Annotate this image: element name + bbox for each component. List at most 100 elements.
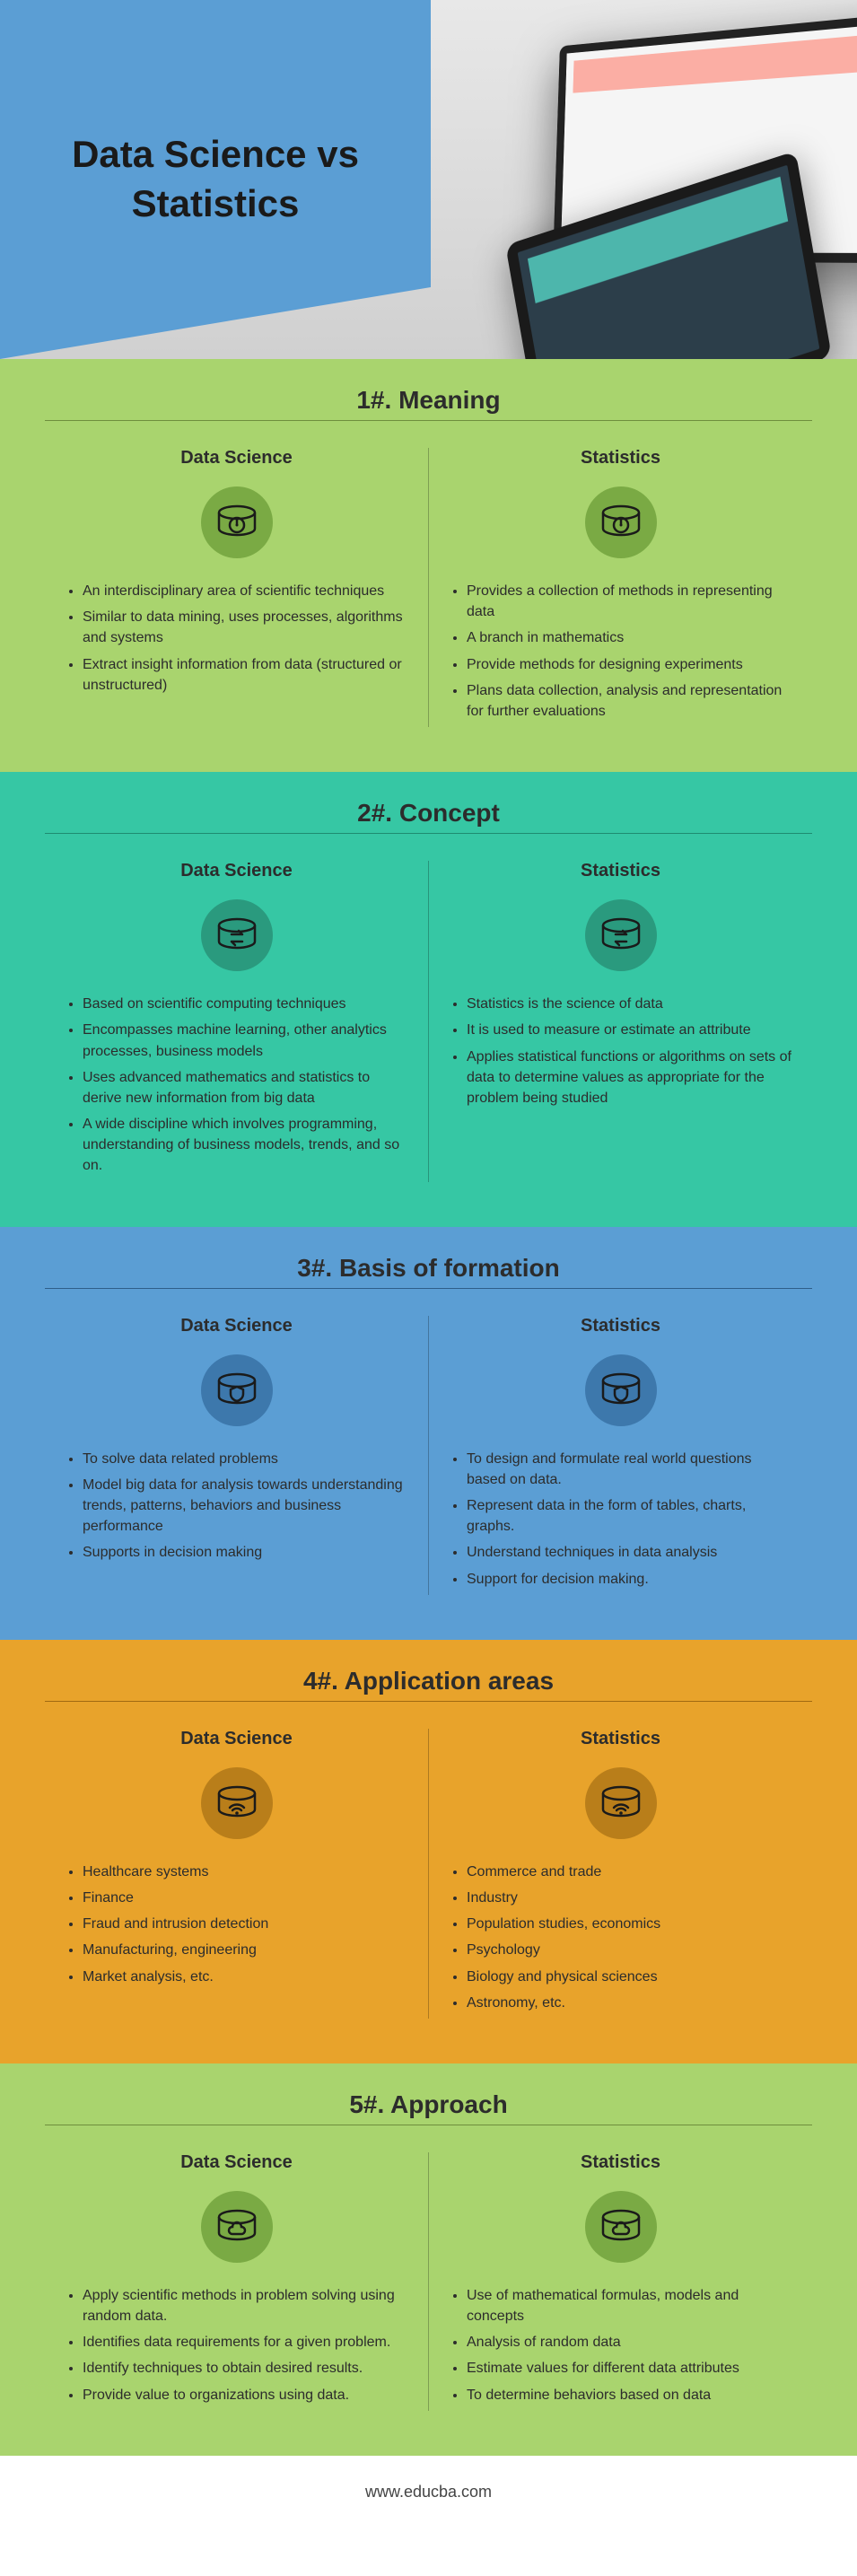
bullet-list: To solve data related problems Model big … (63, 1449, 410, 1564)
section-5: 5#. Approach Data Science Apply scientific… (0, 2063, 857, 2456)
disk-cloud-icon (201, 2191, 273, 2263)
footer-url: www.educba.com (0, 2456, 857, 2555)
bullet-point: Market analysis, etc. (83, 1967, 410, 1987)
bullet-point: Based on scientific computing techniques (83, 994, 410, 1014)
bullet-point: Applies statistical functions or algorit… (467, 1047, 794, 1109)
column-right: Statistics To design and formulate real w… (429, 1316, 812, 1595)
section-title: 1#. Meaning (45, 386, 812, 421)
bullet-point: Extract insight information from data (s… (83, 654, 410, 696)
disk-gauge-icon (201, 486, 273, 558)
bullet-point: An interdisciplinary area of scientific … (83, 581, 410, 601)
bullet-point: Provides a collection of methods in repr… (467, 581, 794, 622)
column-header: Statistics (447, 448, 794, 469)
bullet-point: Uses advanced mathematics and statistics… (83, 1067, 410, 1108)
bullet-point: To design and formulate real world quest… (467, 1449, 794, 1490)
column-right: Statistics Use of mathematical formulas, … (429, 2152, 812, 2411)
section-1: 1#. Meaning Data Science An interdisciplin… (0, 359, 857, 772)
bullet-point: Provide value to organizations using dat… (83, 2385, 410, 2405)
icon-wrap (447, 1767, 794, 1839)
bullet-point: Support for decision making. (467, 1569, 794, 1590)
icon-wrap (447, 1354, 794, 1426)
column-left: Data Science Healthcare systemsFinanceFra… (45, 1729, 429, 2019)
bullet-list: An interdisciplinary area of scientific … (63, 581, 410, 696)
section-title: 3#. Basis of formation (45, 1254, 812, 1289)
bullet-list: Commerce and tradeIndustryPopulation stu… (447, 1862, 794, 2013)
bullet-point: Represent data in the form of tables, ch… (467, 1495, 794, 1537)
bullet-point: To solve data related problems (83, 1449, 410, 1469)
columns: Data Science Based on scientific computin… (45, 861, 812, 1182)
icon-wrap (63, 486, 410, 558)
icon-wrap (447, 486, 794, 558)
page-title: Data Science vs Statistics (36, 130, 395, 228)
bullet-point: Identify techniques to obtain desired re… (83, 2358, 410, 2379)
bullet-point: Plans data collection, analysis and repr… (467, 680, 794, 722)
bullet-point: Supports in decision making (83, 1542, 410, 1563)
column-left: Data Science Apply scientific methods in … (45, 2152, 429, 2411)
column-left: Data Science To solve data related proble… (45, 1316, 429, 1595)
section-title: 2#. Concept (45, 799, 812, 834)
bullet-point: Identifies data requirements for a given… (83, 2332, 410, 2353)
bullet-list: Based on scientific computing techniques… (63, 994, 410, 1177)
bullet-list: Apply scientific methods in problem solv… (63, 2285, 410, 2405)
section-title: 4#. Application areas (45, 1667, 812, 1702)
bullet-point: Biology and physical sciences (467, 1967, 794, 1987)
column-header: Statistics (447, 2152, 794, 2173)
bullet-list: To design and formulate real world quest… (447, 1449, 794, 1590)
columns: Data Science An interdisciplinary area of… (45, 448, 812, 727)
bullet-point: Industry (467, 1888, 794, 1908)
icon-wrap (63, 2191, 410, 2263)
bullet-point: Astronomy, etc. (467, 1993, 794, 2013)
column-right: Statistics Statistics is the science of d… (429, 861, 812, 1182)
column-header: Data Science (63, 861, 410, 881)
bullet-list: Statistics is the science of dataIt is u… (447, 994, 794, 1108)
column-header: Data Science (63, 2152, 410, 2173)
column-left: Data Science Based on scientific computin… (45, 861, 429, 1182)
column-header: Data Science (63, 1316, 410, 1336)
section-2: 2#. Concept Data Science Based on scientif… (0, 772, 857, 1227)
column-header: Data Science (63, 1729, 410, 1749)
bullet-point: Psychology (467, 1940, 794, 1960)
bullet-point: Statistics is the science of data (467, 994, 794, 1014)
bullet-point: Healthcare systems (83, 1862, 410, 1882)
icon-wrap (447, 2191, 794, 2263)
icon-wrap (447, 899, 794, 971)
hero: Data Science vs Statistics (0, 0, 857, 359)
bullet-point: Understand techniques in data analysis (467, 1542, 794, 1563)
section-title: 5#. Approach (45, 2090, 812, 2125)
column-left: Data Science An interdisciplinary area of… (45, 448, 429, 727)
section-4: 4#. Application areas Data Science Healthc… (0, 1640, 857, 2063)
disk-cloud-icon (585, 2191, 657, 2263)
bullet-point: Use of mathematical formulas, models and… (467, 2285, 794, 2326)
bullet-point: Analysis of random data (467, 2332, 794, 2353)
bullet-point: Commerce and trade (467, 1862, 794, 1882)
column-header: Statistics (447, 861, 794, 881)
columns: Data Science Healthcare systemsFinanceFra… (45, 1729, 812, 2019)
bullet-point: A wide discipline which involves program… (83, 1114, 410, 1177)
bullet-point: Manufacturing, engineering (83, 1940, 410, 1960)
bullet-list: Provides a collection of methods in repr… (447, 581, 794, 722)
disk-wifi-icon (585, 1767, 657, 1839)
bullet-list: Healthcare systemsFinanceFraud and intru… (63, 1862, 410, 1987)
disk-arrows-icon (201, 899, 273, 971)
disk-arrows-icon (585, 899, 657, 971)
icon-wrap (63, 899, 410, 971)
column-header: Statistics (447, 1729, 794, 1749)
column-header: Statistics (447, 1316, 794, 1336)
columns: Data Science Apply scientific methods in … (45, 2152, 812, 2411)
disk-shield-icon (201, 1354, 273, 1426)
bullet-point: Similar to data mining, uses processes, … (83, 607, 410, 648)
columns: Data Science To solve data related proble… (45, 1316, 812, 1595)
icon-wrap (63, 1354, 410, 1426)
disk-shield-icon (585, 1354, 657, 1426)
bullet-point: Model big data for analysis towards unde… (83, 1475, 410, 1538)
bullet-point: To determine behaviors based on data (467, 2385, 794, 2405)
disk-gauge-icon (585, 486, 657, 558)
icon-wrap (63, 1767, 410, 1839)
bullet-point: A branch in mathematics (467, 627, 794, 648)
column-header: Data Science (63, 448, 410, 469)
bullet-point: Encompasses machine learning, other anal… (83, 1020, 410, 1061)
bullet-point: Fraud and intrusion detection (83, 1914, 410, 1934)
bullet-point: Apply scientific methods in problem solv… (83, 2285, 410, 2326)
bullet-point: Estimate values for different data attri… (467, 2358, 794, 2379)
column-right: Statistics Provides a collection of metho… (429, 448, 812, 727)
